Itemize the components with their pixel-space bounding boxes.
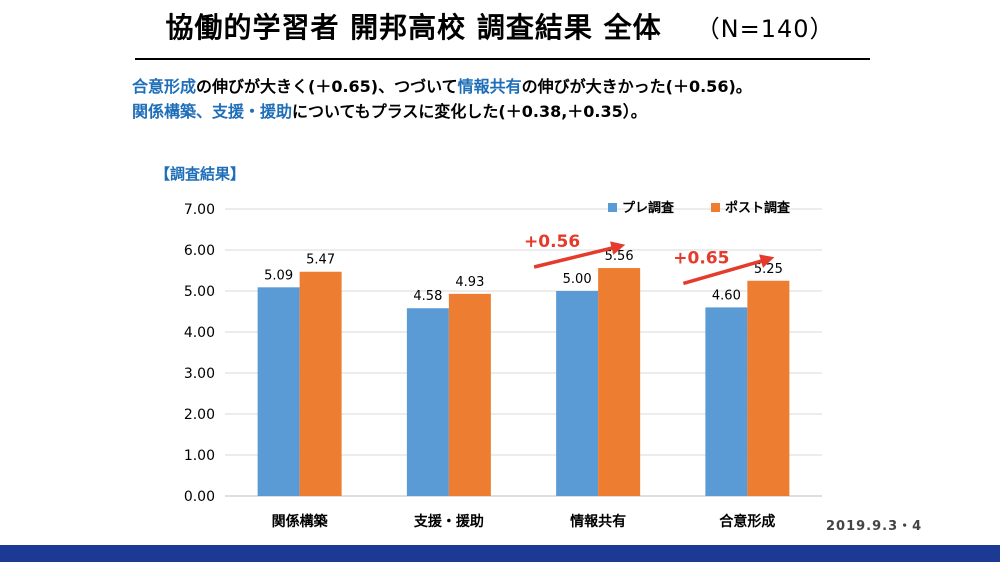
bar-chart: 0.00 1.00 2.00 3.00 4.00 5.00 6.00 7.00 5.09 5.47… [184,200,822,530]
title-underline [135,58,870,60]
bar-post [448,293,491,496]
y-tick-label: 2.00 [184,407,215,423]
bar-post [299,271,342,496]
sample-size: （N=140） [695,15,835,43]
y-tick-label: 5.00 [184,284,215,300]
data-label-post: 5.56 [605,249,634,264]
data-label-pre: 5.09 [264,268,293,283]
growth-arrow [682,254,775,286]
growth-annotation: +0.56 [524,232,580,252]
summary-highlight: 情報共有 [457,77,522,96]
slide-title-text: 協働的学習者 開邦高校 調査結果 全体 [165,11,662,44]
data-label-post: 4.93 [455,275,484,290]
legend-swatch-post [711,203,720,212]
x-tick-label: 合意形成 [719,513,775,530]
slide-title: 協働的学習者 開邦高校 調査結果 全体 （N=140） [0,6,1000,46]
summary-line-1: 合意形成の伸びが大きく(＋0.65)、つづいて情報共有の伸びが大きかった(＋0.… [132,74,992,99]
footer-bar [0,545,1000,562]
x-tick-label: 情報共有 [570,513,626,530]
bar-pre [406,308,449,496]
chart-section-label: 【調査結果】 [155,165,246,183]
legend-label-pre: プレ調査 [622,200,675,216]
summary-segment: の伸びが大きく(＋0.65)、つづいて [196,77,458,96]
bar-pre [257,287,300,496]
summary-segment: についてもプラスに変化した(＋0.38,＋0.35）。 [292,102,647,121]
bar-pre [556,291,599,496]
summary-highlight: 合意形成 [132,77,197,96]
summary-line-2: 関係構築、支援・援助についてもプラスに変化した(＋0.38,＋0.35）。 [132,99,992,124]
x-tick-label: 支援・援助 [413,513,484,530]
y-tick-label: 6.00 [184,243,215,259]
y-tick-label: 1.00 [184,448,215,464]
y-tick-label: 7.00 [184,202,215,218]
slide-date: 2019.9.3・4 [826,519,923,534]
y-tick-label: 4.00 [184,325,215,341]
summary-segment: の伸びが大きかった(＋0.56)。 [521,77,752,96]
x-tick-label: 関係構築 [272,513,329,530]
growth-annotation: +0.65 [673,248,729,268]
data-label-post: 5.47 [306,253,335,268]
growth-arrow [533,241,626,269]
summary-highlight: 関係構築、支援・援助 [132,102,293,121]
data-label-post: 5.25 [754,262,783,277]
data-label-pre: 5.00 [563,272,592,287]
y-tick-label: 0.00 [184,489,215,505]
bar-pre [705,307,748,496]
data-label-pre: 4.60 [712,288,741,303]
data-label-pre: 4.58 [413,289,442,304]
summary-text: 合意形成の伸びが大きく(＋0.65)、つづいて情報共有の伸びが大きかった(＋0.… [132,74,992,124]
bar-post [598,268,641,496]
y-tick-label: 3.00 [184,366,215,382]
legend-label-post: ポスト調査 [725,200,791,216]
legend-swatch-pre [608,203,617,212]
bar-post [747,280,790,496]
